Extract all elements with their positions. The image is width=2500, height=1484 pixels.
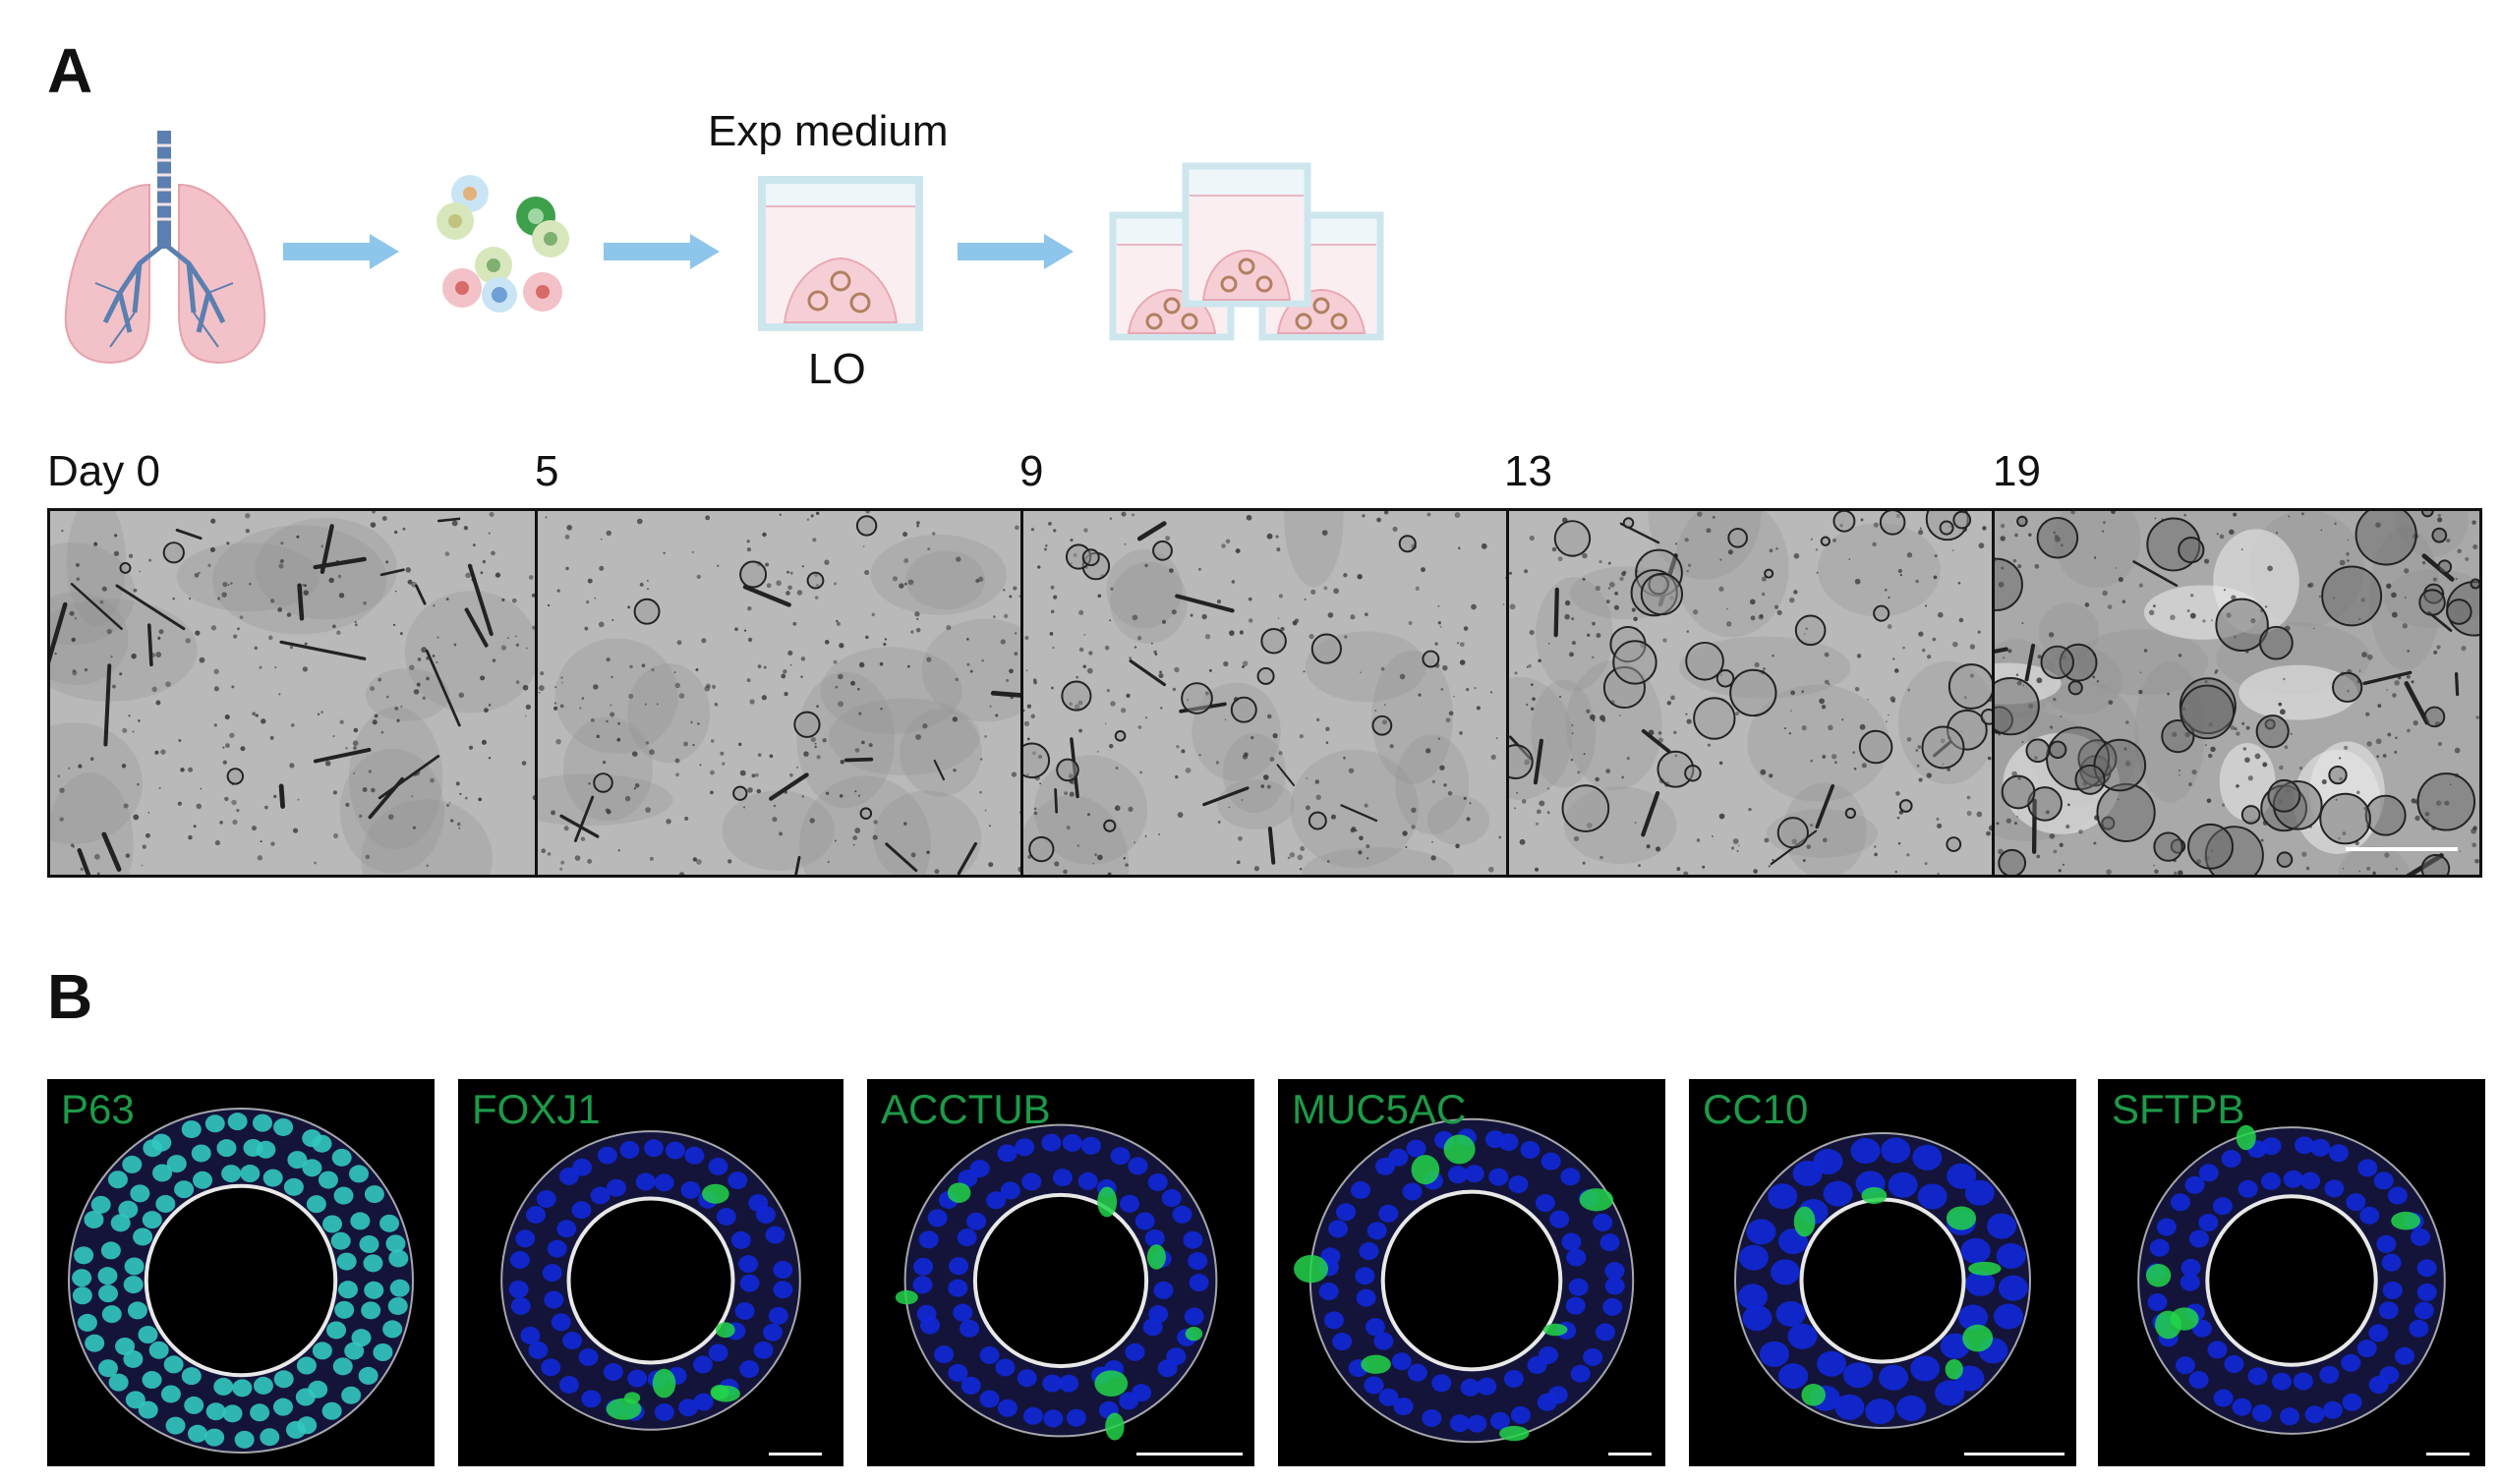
scale-bar-cc10 [1964, 1453, 2064, 1455]
stain-label-cc10: CC10 [1703, 1086, 1809, 1132]
brightfield-image-day-19 [1992, 508, 2482, 878]
scale-bar-foxj1 [769, 1453, 822, 1455]
brightfield-image-day-9 [1020, 508, 1510, 878]
arrow-1-icon [283, 234, 399, 269]
scale-bar-sftpb [2426, 1453, 2470, 1455]
brightfield-image-day-5 [535, 508, 1024, 878]
dissociated-cells-icon [433, 172, 585, 319]
panel-b-letter: B [47, 961, 93, 1032]
day-label-13: 13 [1504, 447, 1552, 495]
expanded-wells-icon [1109, 162, 1384, 341]
stain-label-acctub: ACCTUB [881, 1086, 1051, 1132]
confocal-image-muc5ac [1278, 1079, 1665, 1466]
day-label-0: Day 0 [47, 447, 160, 495]
scale-bar-muc5ac [1608, 1453, 1652, 1455]
stain-label-sftpb: SFTPB [2112, 1086, 2245, 1132]
exp-medium-label: Exp medium [708, 107, 949, 155]
arrow-3-icon [958, 234, 1074, 269]
culture-well-icon [757, 175, 924, 332]
lo-label: LO [808, 345, 866, 393]
stain-label-muc5ac: MUC5AC [1292, 1086, 1467, 1132]
arrow-2-icon [604, 234, 720, 269]
panel-a-letter: A [47, 35, 93, 106]
day-label-9: 9 [1019, 447, 1044, 495]
confocal-image-sftpb [2098, 1079, 2485, 1466]
brightfield-image-day-13 [1506, 508, 1996, 878]
confocal-image-foxj1 [458, 1079, 843, 1466]
confocal-image-cc10 [1689, 1079, 2076, 1466]
brightfield-image-day-0 [47, 508, 539, 878]
stain-label-foxj1: FOXJ1 [472, 1086, 601, 1132]
scale-bar-timecourse [2346, 847, 2458, 851]
scale-bar-acctub [1136, 1453, 1243, 1455]
confocal-image-acctub [867, 1079, 1254, 1466]
confocal-image-p63 [47, 1079, 435, 1466]
day-label-5: 5 [535, 447, 559, 495]
lungs-icon [51, 126, 277, 371]
day-label-19: 19 [1993, 447, 2041, 495]
stain-label-p63: P63 [61, 1086, 135, 1132]
